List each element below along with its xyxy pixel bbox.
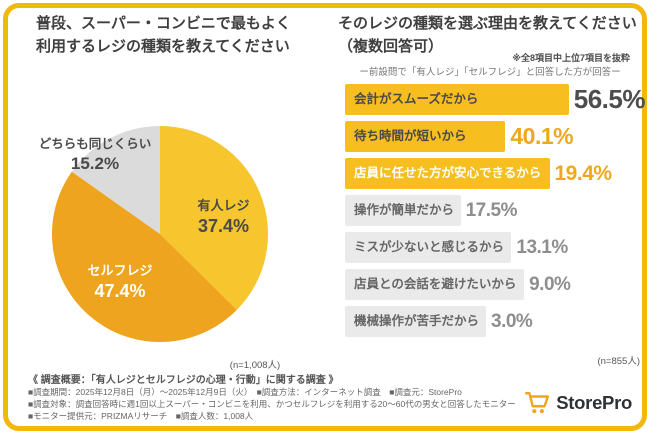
bar-value: 3.0% bbox=[491, 310, 533, 332]
bar-row: 待ち時間が短いから 40.1% bbox=[345, 121, 645, 152]
bar-row: 操作が簡単だから 17.5% bbox=[345, 195, 645, 226]
pie-label-staffed: 有人レジ 37.4% bbox=[176, 198, 271, 237]
pie-label-both: どちらも同じくらい 15.2% bbox=[20, 137, 170, 174]
brand-name: StorePro bbox=[556, 392, 632, 413]
bar-chart: 会計がスムーズだから 56.5% 待ち時間が短いから 40.1% 店員に任せた方が安心で… bbox=[345, 84, 646, 343]
respondent-note: ー前設問で「有人レジ」「セルフレジ」と回答した方が回答ー bbox=[359, 67, 621, 78]
pie-section-title: 普段、スーパー・コンビニで最もよく 利用するレジの種類を教えてください bbox=[36, 13, 336, 58]
bar-value: 56.5% bbox=[573, 84, 646, 114]
bar-label: 店員との会話を避けたいから bbox=[345, 269, 525, 300]
pie-label-both-name: どちらも同じくらい bbox=[38, 137, 152, 151]
pie-chart-wrap bbox=[51, 126, 269, 343]
pie-label-staffed-name: 有人レジ bbox=[197, 198, 250, 213]
bar-value: 9.0% bbox=[529, 273, 571, 295]
pie-label-self: セルフレジ 47.4% bbox=[74, 263, 166, 302]
bar-sample-size: (n=855人) bbox=[597, 356, 640, 367]
bar-value: 13.1% bbox=[516, 236, 568, 258]
bar-section-title: そのレジの種類を選ぶ理由を教えてください （複数回答可） bbox=[338, 13, 640, 58]
pie-label-self-name: セルフレジ bbox=[87, 263, 153, 278]
pie-title-line1: 普段、スーパー・コンビニで最もよく bbox=[36, 15, 291, 32]
survey-target: ■調査対象：調査回答時に週1回以上スーパー・コンビニを利用、かつセルフレジを利用… bbox=[28, 399, 516, 409]
pie-label-staffed-value: 37.4% bbox=[197, 215, 250, 236]
bar-label: 操作が簡単だから bbox=[345, 195, 461, 226]
bar-row: ミスが少ないと感じるから 13.1% bbox=[345, 232, 645, 263]
bar-label: 待ち時間が短いから bbox=[345, 121, 506, 152]
bar-label: 会計がスムーズだから bbox=[345, 84, 569, 115]
bar-row: 会計がスムーズだから 56.5% bbox=[345, 84, 646, 115]
survey-period-method: ■調査期間：2025年12月8日（月）～2025年12月9日（火） ■調査方法：… bbox=[28, 387, 462, 397]
bar-value: 19.4% bbox=[554, 161, 613, 185]
pie-title-line2: 利用するレジの種類を教えてください bbox=[36, 37, 290, 55]
survey-monitor-count: ■モニター提供元：PRIZMAリサーチ ■調査人数：1,008人 bbox=[28, 411, 254, 421]
pie-slice-1 bbox=[51, 171, 237, 343]
bar-value: 17.5% bbox=[465, 199, 518, 221]
pie-slice-0 bbox=[160, 126, 269, 310]
pie-label-self-value: 47.4% bbox=[94, 280, 146, 301]
bar-value: 40.1% bbox=[510, 123, 574, 149]
bar-row: 機械操作が苦手だから 3.0% bbox=[345, 306, 645, 337]
excerpt-note: ※全8項目中上位7項目を抜粋 bbox=[512, 53, 630, 63]
survey-overview-title: 《 調査概要：「有人レジとセルフレジの心理・行動」に関する調査 》 bbox=[28, 375, 339, 386]
pie-slice-2 bbox=[71, 126, 160, 234]
bar-row: 店員との会話を避けたいから 9.0% bbox=[345, 269, 645, 300]
bar-label: 機械操作が苦手だから bbox=[345, 306, 486, 337]
bar-label: ミスが少ないと感じるから bbox=[345, 232, 512, 263]
pie-sample-size: (n=1,008人) bbox=[229, 360, 281, 371]
pie-label-both-value: 15.2% bbox=[70, 154, 120, 173]
brand-logo: StorePro bbox=[524, 390, 632, 416]
bar-title-line1: そのレジの種類を選ぶ理由を教えてください bbox=[338, 15, 637, 32]
bar-label: 店員に任せた方が安心できるから bbox=[345, 158, 550, 189]
bar-row: 店員に任せた方が安心できるから 19.4% bbox=[345, 158, 645, 189]
cart-icon bbox=[524, 390, 550, 416]
pie-chart bbox=[51, 126, 269, 343]
bar-title-line2: （複数回答可） bbox=[338, 37, 444, 55]
